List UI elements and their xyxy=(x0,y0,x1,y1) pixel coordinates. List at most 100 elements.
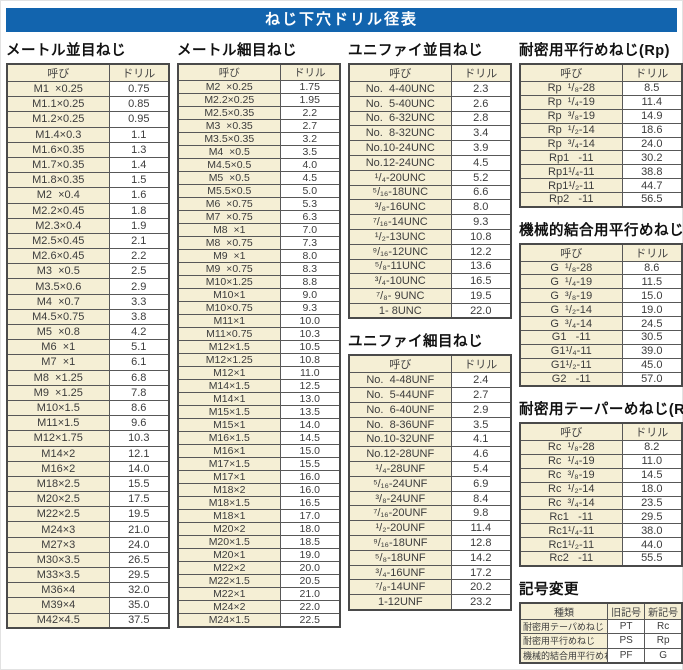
table-row: M2.5×0.35 2.2 xyxy=(177,106,341,120)
drill-value-cell: 20.0 xyxy=(279,561,341,575)
thread-name-cell: M2 ×0.25 xyxy=(177,80,281,94)
thread-name-cell: Rp1¹/₄-11 xyxy=(519,164,623,180)
thread-name-cell: 耐密用平行めねじ xyxy=(519,633,608,649)
section-title-unified-coarse: ユニファイ並目ねじ xyxy=(348,43,483,59)
thread-name-cell: M3.5×0.35 xyxy=(177,132,281,146)
table-row: M7 ×1 6.1 xyxy=(6,354,170,371)
section-title-rc: 耐密用テーパーめねじ(Rc) xyxy=(519,402,683,419)
page-title: ねじ下穴ドリル径表 xyxy=(6,8,677,32)
table-row: M4.5×0.5 4.0 xyxy=(177,158,341,172)
table-row: M9 ×0.75 8.3 xyxy=(177,262,341,276)
column-header: 呼び xyxy=(348,63,452,82)
thread-name-cell: M1.4×0.3 xyxy=(6,126,110,143)
table-row: G1¹/₂-11 45.0 xyxy=(519,357,683,373)
drill-value-cell: 2.8 xyxy=(450,110,512,127)
table-row: M6 ×1 5.1 xyxy=(6,339,170,356)
thread-name-cell: M16×1.5 xyxy=(177,431,281,445)
drill-value-cell: 11.0 xyxy=(279,366,341,380)
table-row: M15×1.5 13.5 xyxy=(177,405,341,419)
table-row: M39×4 35.0 xyxy=(6,597,170,614)
thread-name-cell: ⁵/₈-11UNC xyxy=(348,258,452,275)
thread-name-cell: Rp1¹/₂-11 xyxy=(519,178,623,194)
thread-name-cell: M4.5×0.75 xyxy=(6,308,110,326)
table-row: No. 4-48UNF 2.4 xyxy=(348,372,512,389)
thread-name-cell: M24×2 xyxy=(177,600,281,614)
symbol-change-table: 種類 旧記号 新記号 耐密用テーパめねじ PT Rc 耐密用平行めねじ PS Rp 機械的結合用平… xyxy=(519,601,683,664)
thread-name-cell: M15×1 xyxy=(177,418,281,432)
table-row: No. 8-32UNC 3.4 xyxy=(348,125,512,142)
table-row: ⁵/₁₆-18UNC 6.6 xyxy=(348,184,512,201)
column-header: 呼び xyxy=(519,243,623,262)
thread-name-cell: G1¹/₄-11 xyxy=(519,343,623,359)
table-row: ⁵/₈-18UNF 14.2 xyxy=(348,549,512,566)
column-header: ドリル xyxy=(279,63,341,81)
drill-value-cell: 4.0 xyxy=(279,158,341,172)
thread-name-cell: ³/₈-16UNC xyxy=(348,199,452,216)
thread-name-cell: M36×4 xyxy=(6,582,110,599)
drill-value-cell: 24.5 xyxy=(621,316,683,331)
thread-name-cell: ¹/₄-20UNC xyxy=(348,169,452,186)
drill-value-cell: 22.0 xyxy=(450,302,512,319)
drill-value-cell: 8.6 xyxy=(621,260,683,276)
drill-value-cell: 14.0 xyxy=(279,418,341,432)
table-row: ⁵/₁₆-24UNF 6.9 xyxy=(348,475,512,492)
drill-value-cell: 24.0 xyxy=(108,536,170,553)
drill-value-cell: 15.0 xyxy=(279,444,341,458)
section-title-g: 機械的結合用平行めねじ(G) xyxy=(519,222,683,239)
drill-value-cell: 10.3 xyxy=(279,327,341,341)
thread-name-cell: M20×2.5 xyxy=(6,491,110,508)
table-row: ¹/₂-13UNC 10.8 xyxy=(348,228,512,245)
table-row: M22×1 21.0 xyxy=(177,587,341,601)
drill-value-cell: 23.5 xyxy=(621,495,683,511)
thread-name-cell: Rc ¹/₂-14 xyxy=(519,481,623,497)
thread-name-cell: ⁷/₁₆-14UNC xyxy=(348,214,452,230)
drill-table-rc: 呼び ドリル Rc ¹/₈-28 8.2 Rc ¹/₄-19 11.0 Rc ³/₈-19 1… xyxy=(519,422,683,567)
thread-name-cell: M16×1 xyxy=(177,444,281,458)
drill-value-cell: 17.5 xyxy=(108,491,170,508)
table-row: M10×1 9.0 xyxy=(177,288,341,302)
thread-name-cell: 機械的結合用平行めねじ xyxy=(519,647,608,664)
drill-value-cell: 2.9 xyxy=(450,401,512,418)
section-symbol-change: 記号変更 種類 旧記号 新記号 耐密用テーパめねじ PT Rc 耐密用平行めねじ PS Rp 機械… xyxy=(519,578,683,664)
thread-name-cell: Rc1¹/₄-11 xyxy=(519,523,623,539)
thread-name-cell: Rp ¹/₄-19 xyxy=(519,94,623,110)
table-row: M5 ×0.8 4.2 xyxy=(6,323,170,341)
drill-value-cell: 12.8 xyxy=(450,535,512,551)
drill-value-cell: 17.0 xyxy=(279,509,341,523)
table-row: ⁹/₁₆-18UNF 12.8 xyxy=(348,535,512,551)
drill-value-cell: 12.1 xyxy=(108,445,170,462)
drill-value-cell: 2.7 xyxy=(279,119,341,133)
drill-value-cell: 22.0 xyxy=(279,600,341,614)
thread-name-cell: G ¹/₄-19 xyxy=(519,274,623,290)
thread-name-cell: M42×4.5 xyxy=(6,612,110,629)
thread-name-cell: M4 ×0.5 xyxy=(177,145,281,159)
drill-value-cell: 1.95 xyxy=(279,93,341,107)
table-row: No. 5-40UNC 2.6 xyxy=(348,95,512,112)
table-row: No. 6-32UNC 2.8 xyxy=(348,110,512,127)
table-row: M11×1.5 9.6 xyxy=(6,415,170,432)
table-row: M9 ×1 8.0 xyxy=(177,249,341,263)
drill-value-cell: 14.5 xyxy=(621,467,683,483)
thread-name-cell: G ³/₄-14 xyxy=(519,316,623,331)
drill-value-cell: 2.2 xyxy=(279,106,341,120)
table-row: M18×1 17.0 xyxy=(177,509,341,523)
thread-name-cell: No.10-32UNF xyxy=(348,431,452,448)
thread-name-cell: M22×1.5 xyxy=(177,574,281,588)
drill-value-cell: 57.0 xyxy=(621,371,683,387)
column-metric-coarse: メートル並目ねじ 呼び ドリル M1 ×0.25 0.75 M1.1×0.25 0.85 M… xyxy=(6,39,170,630)
drill-value-cell: 9.3 xyxy=(450,214,512,230)
thread-name-cell: M14×1 xyxy=(177,392,281,406)
thread-name-cell: M1.1×0.25 xyxy=(6,96,110,113)
drill-value-cell: 45.0 xyxy=(621,357,683,373)
thread-name-cell: M4.5×0.5 xyxy=(177,158,281,172)
table-row: M4 ×0.7 3.3 xyxy=(6,293,170,310)
thread-name-cell: M24×1.5 xyxy=(177,613,281,628)
drill-value-cell: G xyxy=(644,647,683,664)
thread-name-cell: Rp ³/₈-19 xyxy=(519,108,623,124)
table-row: G1¹/₄-11 39.0 xyxy=(519,343,683,359)
thread-name-cell: M3 ×0.5 xyxy=(6,263,110,280)
thread-name-cell: Rc ³/₄-14 xyxy=(519,495,623,511)
table-row: M2.3×0.4 1.9 xyxy=(6,217,170,234)
column-unified: ユニファイ並目ねじ 呼び ドリル No. 4-40UNC 2.3 No. 5-40UNC… xyxy=(348,39,512,611)
